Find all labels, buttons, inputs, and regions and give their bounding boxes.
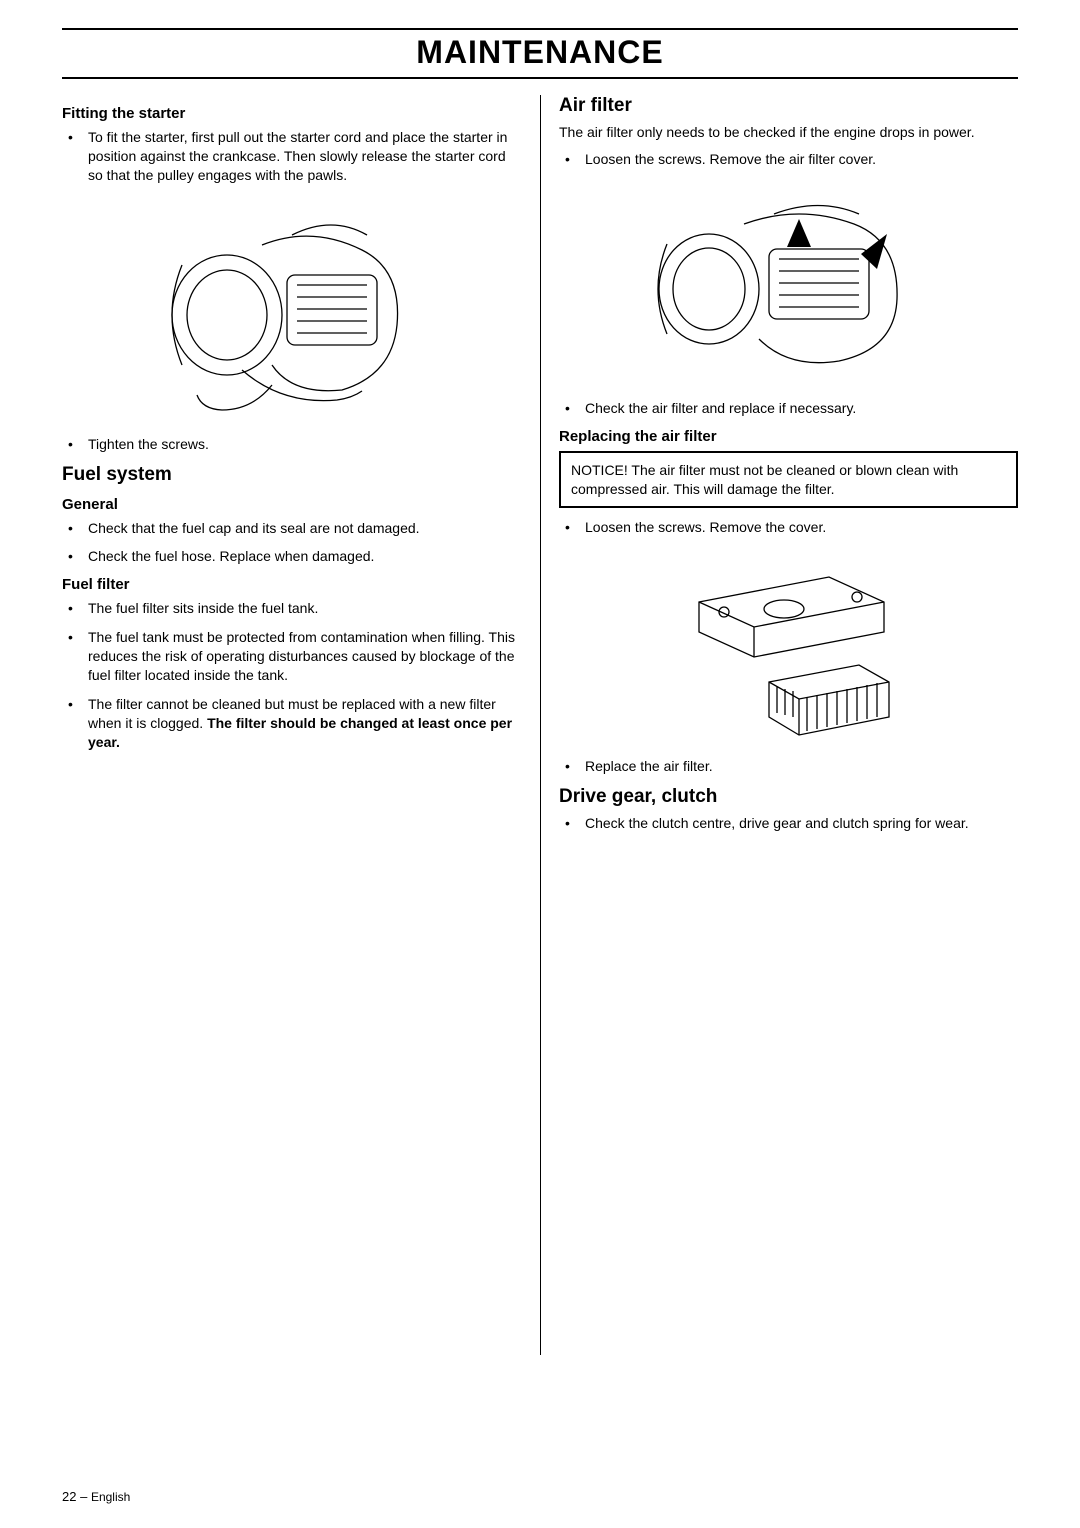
heading-drive-gear: Drive gear, clutch (559, 786, 1018, 808)
page-number: 22 (62, 1489, 76, 1504)
heading-air-filter: Air filter (559, 95, 1018, 117)
air-filter-para: The air filter only needs to be checked … (559, 123, 1018, 142)
list-item: The filter cannot be cleaned but must be… (62, 695, 522, 752)
replace-list-1: Loosen the screws. Remove the cover. (559, 518, 1018, 537)
page-footer: 22 – English (62, 1489, 130, 1504)
drive-list: Check the clutch centre, drive gear and … (559, 814, 1018, 833)
fuel-filter-list: The fuel filter sits inside the fuel tan… (62, 599, 522, 751)
fitting-list: To fit the starter, first pull out the s… (62, 128, 522, 185)
columns: Fitting the starter To fit the starter, … (62, 95, 1018, 1355)
list-item: The fuel tank must be protected from con… (62, 628, 522, 685)
list-item: Check the clutch centre, drive gear and … (559, 814, 1018, 833)
air-list-1: Loosen the screws. Remove the air filter… (559, 150, 1018, 169)
heading-general: General (62, 496, 522, 513)
figure-replace-air-filter (559, 547, 1018, 747)
general-list: Check that the fuel cap and its seal are… (62, 519, 522, 567)
list-item: To fit the starter, first pull out the s… (62, 128, 522, 185)
list-item: Tighten the screws. (62, 435, 522, 454)
list-item: Check the fuel hose. Replace when damage… (62, 547, 522, 566)
list-item: Replace the air filter. (559, 757, 1018, 776)
list-item: Loosen the screws. Remove the air filter… (559, 150, 1018, 169)
heading-replacing-air-filter: Replacing the air filter (559, 428, 1018, 445)
page-title-bar: MAINTENANCE (62, 28, 1018, 79)
fitting-list-2: Tighten the screws. (62, 435, 522, 454)
figure-air-filter-cover (559, 179, 1018, 389)
column-left: Fitting the starter To fit the starter, … (62, 95, 540, 1355)
list-item: Loosen the screws. Remove the cover. (559, 518, 1018, 537)
footer-sep: – (76, 1489, 90, 1504)
heading-fuel-system: Fuel system (62, 464, 522, 486)
air-list-2: Check the air filter and replace if nece… (559, 399, 1018, 418)
notice-box: NOTICE! The air filter must not be clean… (559, 451, 1018, 509)
page-title: MAINTENANCE (62, 34, 1018, 71)
footer-lang: English (91, 1490, 130, 1504)
figure-fitting-starter (62, 195, 522, 425)
column-right: Air filter The air filter only needs to … (540, 95, 1018, 1355)
replace-list-2: Replace the air filter. (559, 757, 1018, 776)
list-item: The fuel filter sits inside the fuel tan… (62, 599, 522, 618)
heading-fitting-starter: Fitting the starter (62, 105, 522, 122)
list-item: Check the air filter and replace if nece… (559, 399, 1018, 418)
heading-fuel-filter: Fuel filter (62, 576, 522, 593)
list-item: Check that the fuel cap and its seal are… (62, 519, 522, 538)
